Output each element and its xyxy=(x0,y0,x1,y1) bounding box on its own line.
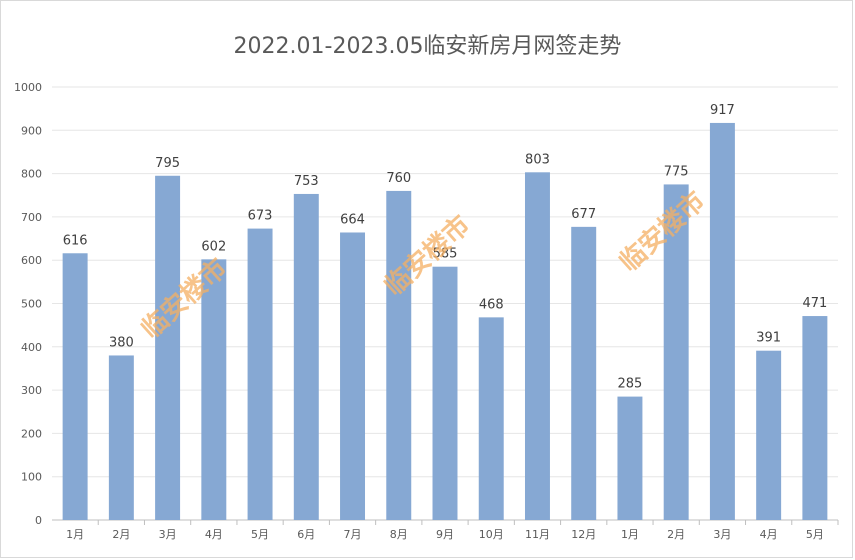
x-tick-label: 3月 xyxy=(713,528,731,541)
bar xyxy=(709,122,735,521)
bar xyxy=(247,228,273,520)
data-label: 602 xyxy=(201,239,226,254)
bar xyxy=(756,350,782,520)
data-label: 468 xyxy=(479,297,504,312)
y-tick-label: 500 xyxy=(21,298,42,311)
bar xyxy=(663,184,689,521)
data-label: 664 xyxy=(340,212,365,227)
y-tick-label: 300 xyxy=(21,384,42,397)
data-label: 471 xyxy=(802,296,827,311)
x-tick-label: 9月 xyxy=(436,528,454,541)
y-tick-label: 800 xyxy=(21,168,42,181)
y-tick-label: 700 xyxy=(21,211,42,224)
x-tick-label: 4月 xyxy=(205,528,223,541)
bar xyxy=(62,253,88,520)
bar xyxy=(617,396,643,520)
bar xyxy=(478,317,504,520)
x-tick-label: 10月 xyxy=(479,528,504,541)
y-tick-label: 400 xyxy=(21,341,42,354)
y-tick-label: 900 xyxy=(21,124,42,137)
x-tick-label: 1月 xyxy=(621,528,639,541)
data-label: 917 xyxy=(710,103,735,118)
y-tick-label: 1000 xyxy=(14,81,42,94)
bar xyxy=(293,193,319,521)
x-tick-label: 7月 xyxy=(344,528,362,541)
data-label: 803 xyxy=(525,152,550,167)
x-tick-label: 3月 xyxy=(159,528,177,541)
data-label: 795 xyxy=(155,156,180,171)
bar xyxy=(340,232,366,520)
data-label: 673 xyxy=(248,209,273,224)
x-tick-label: 8月 xyxy=(390,528,408,541)
x-tick-label: 6月 xyxy=(297,528,315,541)
y-tick-label: 100 xyxy=(21,471,42,484)
data-label: 753 xyxy=(294,174,319,189)
data-label: 391 xyxy=(756,331,781,346)
x-tick-label: 12月 xyxy=(571,528,596,541)
x-tick-label: 2月 xyxy=(667,528,685,541)
y-tick-label: 0 xyxy=(35,514,42,527)
data-label: 285 xyxy=(618,377,643,392)
chart-title: 2022.01-2023.05临安新房月网签走势 xyxy=(233,34,622,59)
x-tick-label: 5月 xyxy=(806,528,824,541)
x-tick-label: 1月 xyxy=(66,528,84,541)
data-label: 775 xyxy=(664,164,689,179)
data-label: 585 xyxy=(433,247,458,262)
y-tick-label: 200 xyxy=(21,427,42,440)
bar xyxy=(432,266,458,520)
bar xyxy=(524,172,550,520)
bar xyxy=(108,355,134,520)
x-tick-label: 2月 xyxy=(112,528,130,541)
bar xyxy=(155,175,181,520)
x-tick-label: 11月 xyxy=(525,528,550,541)
x-tick-label: 4月 xyxy=(760,528,778,541)
data-label: 380 xyxy=(109,335,134,350)
watermark-text: 临安楼市 xyxy=(613,185,711,278)
bar xyxy=(802,316,828,520)
data-label: 760 xyxy=(386,171,411,186)
data-label: 677 xyxy=(571,207,596,222)
bar xyxy=(571,226,597,520)
x-tick-label: 5月 xyxy=(251,528,269,541)
bar xyxy=(201,259,227,520)
data-label: 616 xyxy=(63,233,88,248)
y-tick-label: 600 xyxy=(21,254,42,267)
bar xyxy=(386,190,412,521)
